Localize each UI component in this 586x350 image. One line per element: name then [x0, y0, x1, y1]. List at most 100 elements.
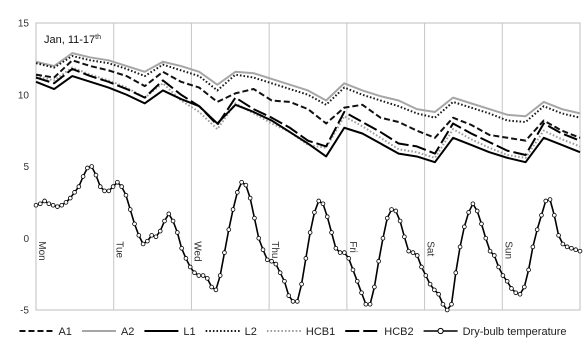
x-day-label-sat: Sat	[425, 241, 436, 256]
data-point	[265, 257, 270, 263]
data-point	[354, 278, 360, 284]
legend-label: Dry-bulb temperature	[463, 326, 567, 338]
data-point	[175, 230, 180, 235]
x-day-label-sun: Sun	[502, 241, 513, 259]
legend-item-dry-bulb-temperature: Dry-bulb temperature	[423, 326, 567, 338]
data-point	[569, 246, 574, 251]
data-point	[230, 207, 236, 212]
data-point	[55, 204, 60, 209]
data-point	[359, 290, 364, 296]
data-point	[162, 218, 167, 224]
data-point	[444, 307, 450, 313]
data-point	[42, 198, 47, 204]
data-point	[483, 235, 489, 241]
data-point	[329, 230, 334, 235]
series-line-a2	[35, 52, 581, 118]
data-point	[97, 184, 103, 189]
series-line-l1	[35, 75, 581, 164]
data-point	[222, 250, 227, 255]
data-point	[243, 182, 249, 188]
data-point	[67, 195, 73, 201]
series-line-l2	[35, 55, 581, 124]
data-point	[252, 215, 257, 221]
x-day-label-tue: Tue	[114, 241, 125, 258]
x-day-label-thu: Thu	[269, 241, 280, 258]
data-point	[110, 184, 116, 189]
chart-title-superscript: th	[95, 34, 101, 41]
data-point	[123, 192, 129, 198]
data-point	[410, 250, 416, 255]
data-point	[157, 228, 163, 234]
data-point	[479, 221, 484, 227]
data-point	[372, 284, 377, 290]
data-point	[119, 184, 124, 189]
y-tick-label: 0	[23, 234, 29, 245]
data-point	[564, 244, 570, 250]
data-point	[72, 190, 77, 195]
data-point	[556, 233, 561, 238]
data-point	[436, 291, 441, 297]
data-point	[530, 244, 536, 250]
data-point	[466, 210, 471, 215]
data-point	[462, 224, 467, 230]
data-point	[277, 270, 283, 275]
data-point	[384, 215, 390, 221]
data-point	[470, 201, 476, 207]
data-point	[350, 267, 356, 273]
data-point	[509, 286, 514, 291]
y-tick-label: 10	[18, 90, 30, 101]
data-point	[324, 214, 330, 220]
legend-item-l1: L1	[144, 326, 196, 338]
data-point	[402, 234, 407, 240]
data-point	[179, 246, 184, 251]
data-point	[299, 281, 304, 287]
data-point	[363, 301, 369, 307]
data-point	[239, 179, 244, 185]
data-point	[312, 210, 317, 215]
data-point	[577, 248, 583, 254]
data-point	[419, 264, 424, 270]
x-day-label-fri: Fri	[347, 241, 358, 253]
data-point	[367, 301, 373, 307]
data-point	[376, 258, 381, 264]
legend-item-a2: A2	[81, 326, 134, 338]
y-tick-label: -5	[20, 306, 29, 317]
data-point	[59, 202, 64, 208]
data-point	[145, 238, 150, 244]
data-point	[534, 227, 540, 232]
legend-item-hcb1: HCB1	[266, 326, 335, 338]
data-point	[346, 256, 351, 261]
chart-title: Jan, 11-17th	[44, 34, 101, 46]
data-point	[342, 250, 347, 255]
data-point	[149, 233, 154, 238]
data-point	[46, 201, 52, 207]
data-point	[80, 174, 86, 179]
data-point	[320, 201, 326, 207]
data-point	[337, 250, 343, 255]
data-point	[560, 241, 566, 247]
data-point	[389, 207, 394, 212]
data-point	[196, 273, 202, 278]
data-point	[517, 291, 523, 297]
y-axis-ticks: -5 0 5 10 15	[18, 19, 30, 317]
data-point	[406, 248, 411, 254]
legend-item-hcb2: HCB2	[345, 326, 414, 338]
data-point	[393, 208, 399, 214]
data-point	[290, 299, 296, 304]
data-point	[37, 201, 43, 207]
data-point	[33, 202, 39, 208]
legend-label: L2	[245, 326, 257, 338]
legend-label: L1	[183, 326, 195, 338]
series-line-a1	[35, 59, 581, 142]
data-point	[457, 244, 463, 250]
data-point	[504, 278, 510, 284]
data-point	[294, 299, 300, 304]
x-day-label-wed: Wed	[191, 241, 202, 261]
x-axis-day-labels: Mon Tue Wed Thu Fri Sat Sun	[36, 241, 513, 261]
data-point	[140, 241, 146, 247]
data-point	[213, 287, 219, 293]
data-point	[106, 188, 112, 194]
data-point	[449, 301, 454, 307]
data-point	[247, 195, 253, 201]
